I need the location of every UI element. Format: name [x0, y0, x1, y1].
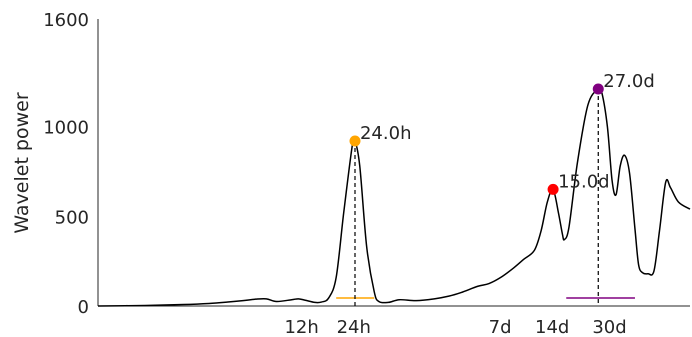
y-axis-ticks: 0 500 1000 1600 [43, 10, 89, 318]
peak-label: 24.0h [360, 123, 412, 144]
peak-label: 15.0d [558, 171, 610, 192]
x-tick-label: 24h [337, 317, 371, 337]
y-tick-label: 500 [55, 207, 89, 228]
y-tick-label: 0 [78, 297, 89, 318]
x-tick-label: 7d [489, 317, 512, 337]
power-spectrum-line [97, 86, 691, 307]
peak-marker [349, 135, 361, 147]
y-tick-label: 1600 [43, 10, 89, 31]
series-group [97, 86, 691, 307]
x-axis-ticks: 12h 24h 7d 14d 30d [284, 317, 626, 337]
x-tick-label: 30d [592, 317, 626, 337]
x-tick-label: 12h [284, 317, 318, 337]
peak-label: 27.0d [603, 71, 655, 92]
peak-markers: 24.0h 15.0d 27.0d [349, 71, 655, 306]
peak-marker [547, 183, 559, 195]
y-axis-label: Wavelet power [11, 92, 33, 234]
x-tick-label: 14d [535, 317, 569, 337]
peak-marker [592, 83, 604, 95]
y-tick-label: 1000 [43, 118, 89, 139]
